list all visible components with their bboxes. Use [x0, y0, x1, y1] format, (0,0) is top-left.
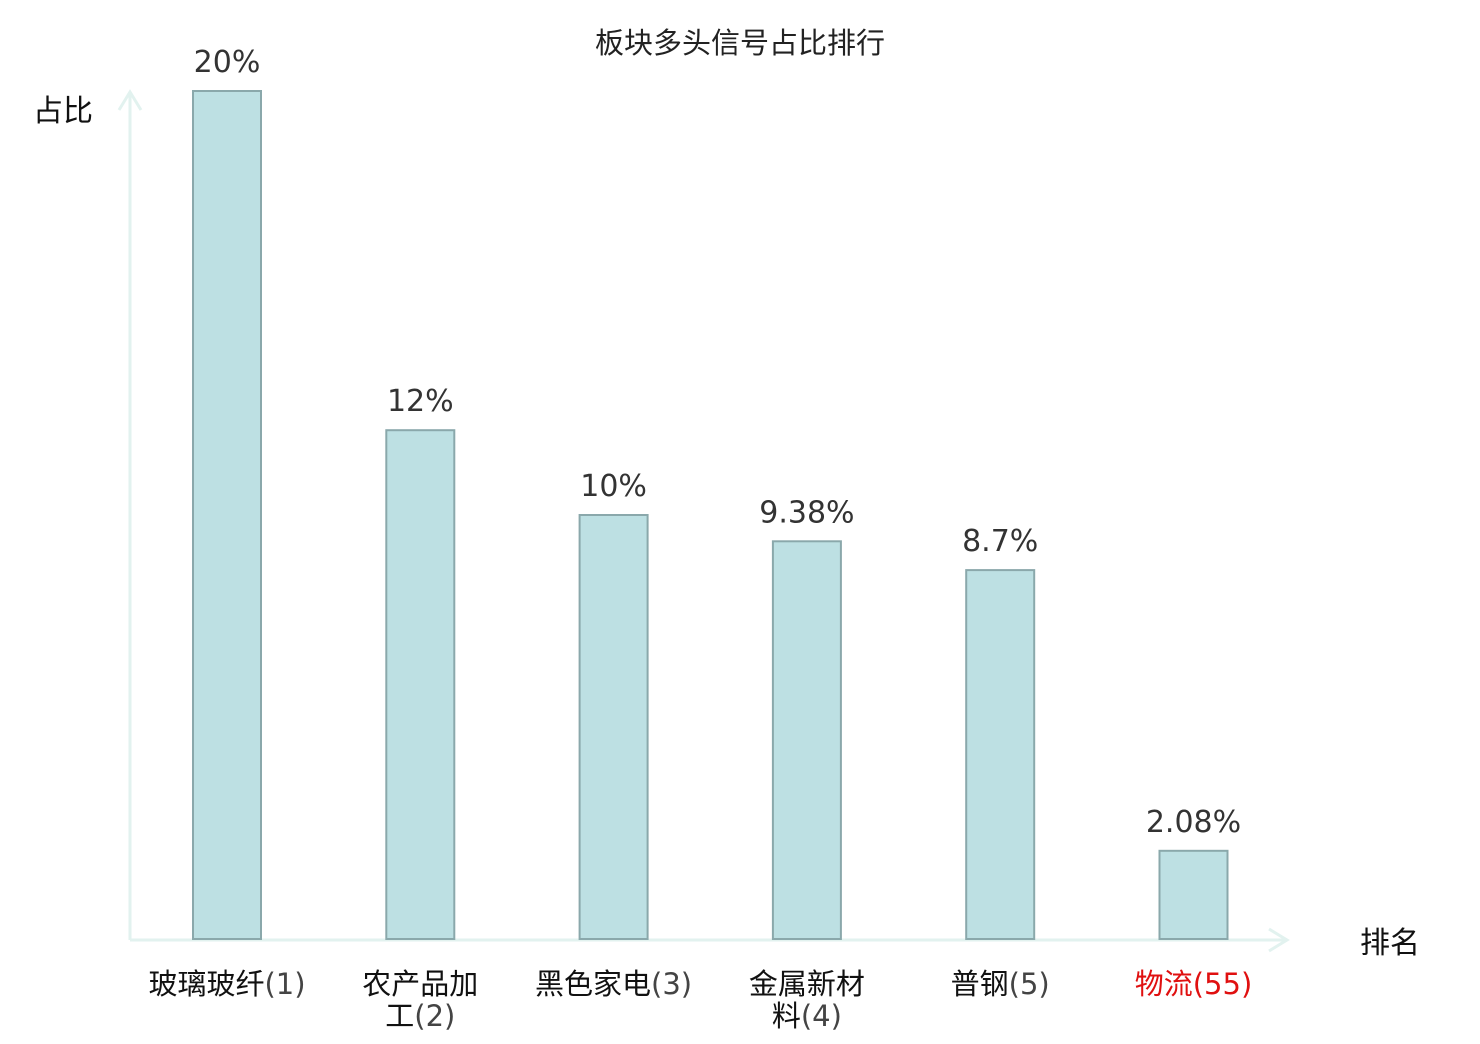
category-rank: (2): [414, 999, 455, 1033]
category-label-5: 普钢(5): [951, 967, 1050, 1001]
category-rank: (4): [801, 999, 842, 1033]
axes: [117, 89, 1290, 953]
y-axis-title: 占比: [33, 94, 93, 129]
category-name: 金属新材: [749, 967, 865, 1001]
category-name: 物流: [1135, 967, 1193, 1001]
category-label-6: 物流(55): [1135, 967, 1253, 1001]
x-axis-title: 排名: [1360, 926, 1420, 961]
category-name: 工: [385, 999, 414, 1033]
category-label-4-line-2: 料(4): [772, 999, 842, 1033]
value-label-2: 12%: [387, 384, 454, 419]
category-name: 普钢: [951, 967, 1009, 1001]
category-rank: (55): [1193, 967, 1253, 1001]
value-label-4: 9.38%: [759, 495, 854, 530]
value-label-6: 2.08%: [1146, 805, 1241, 840]
category-rank: (3): [651, 967, 692, 1001]
value-label-1: 20%: [194, 45, 261, 80]
category-label-1: 玻璃玻纤(1): [148, 967, 305, 1001]
chart-title: 板块多头信号占比排行: [595, 26, 885, 60]
category-label-4-line-1: 金属新材: [749, 967, 865, 1001]
category-label-2-line-1: 农产品加: [362, 967, 478, 1001]
bar-6: [1158, 849, 1229, 940]
y-axis-arrow: [117, 89, 143, 111]
category-name: 黑色家电: [535, 967, 651, 1001]
bar-3: [578, 514, 649, 940]
category-name: 料: [772, 999, 801, 1033]
value-label-5: 8.7%: [962, 524, 1038, 559]
value-labels: 20% 12% 10% 9.38% 8.7% 2.08%: [194, 45, 1242, 840]
category-label-3: 黑色家电(3): [535, 967, 692, 1001]
value-label-3: 10%: [580, 469, 647, 504]
bar-5: [965, 569, 1036, 940]
bars: [192, 90, 1229, 940]
category-rank: (5): [1009, 967, 1050, 1001]
category-name: 农产品加: [362, 967, 478, 1001]
category-name: 玻璃玻纤: [148, 967, 264, 1001]
bar-4: [771, 540, 842, 940]
category-label-2-line-2: 工(2): [385, 999, 455, 1033]
bar-1: [192, 90, 262, 940]
category-rank: (1): [264, 967, 305, 1001]
x-axis-arrow: [1268, 927, 1290, 953]
bar-2: [385, 429, 456, 940]
